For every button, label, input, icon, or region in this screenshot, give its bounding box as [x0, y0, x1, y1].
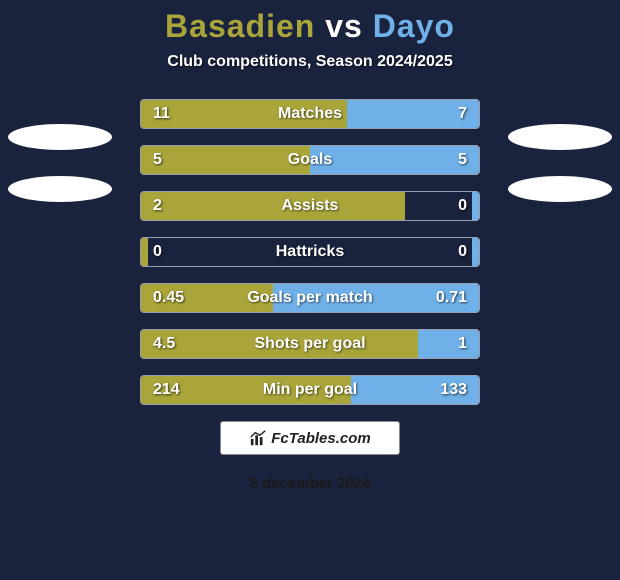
footer-date: 5 december 2024	[0, 475, 620, 492]
stat-value-right: 0	[458, 238, 467, 266]
stat-value-left: 2	[153, 192, 162, 220]
stat-value-right: 5	[458, 146, 467, 174]
stat-value-left: 5	[153, 146, 162, 174]
bar-left	[141, 192, 405, 220]
bar-left	[141, 238, 148, 266]
player-badge-right	[508, 124, 612, 150]
player-badge-right	[508, 176, 612, 202]
stat-row: 0.450.71Goals per match	[140, 283, 480, 313]
player-badge-left	[8, 176, 112, 202]
bar-right	[418, 330, 479, 358]
bar-right	[310, 146, 479, 174]
comparison-infographic: Basadien vs Dayo Club competitions, Seas…	[0, 0, 620, 580]
stat-row: 214133Min per goal	[140, 375, 480, 405]
stat-value-right: 0.71	[436, 284, 467, 312]
player1-name: Basadien	[165, 8, 315, 44]
bar-right	[472, 238, 479, 266]
stat-value-right: 1	[458, 330, 467, 358]
stat-rows: 117Matches55Goals20Assists00Hattricks0.4…	[140, 99, 480, 405]
stat-label: Hattricks	[141, 238, 479, 266]
page-title: Basadien vs Dayo	[0, 8, 620, 45]
stat-row: 117Matches	[140, 99, 480, 129]
stat-row: 4.51Shots per goal	[140, 329, 480, 359]
player-badge-left	[8, 124, 112, 150]
stat-row: 55Goals	[140, 145, 480, 175]
stat-value-left: 214	[153, 376, 180, 404]
stat-row: 20Assists	[140, 191, 480, 221]
stat-value-right: 7	[458, 100, 467, 128]
subtitle: Club competitions, Season 2024/2025	[0, 53, 620, 71]
stat-value-left: 0	[153, 238, 162, 266]
stat-value-right: 133	[440, 376, 467, 404]
stat-value-left: 4.5	[153, 330, 175, 358]
stat-value-left: 0.45	[153, 284, 184, 312]
stat-value-left: 11	[153, 100, 170, 128]
stat-value-right: 0	[458, 192, 467, 220]
bar-right	[472, 192, 479, 220]
brand-text: FcTables.com	[271, 430, 370, 447]
bar-left	[141, 146, 310, 174]
bar-left	[141, 100, 347, 128]
vs-label: vs	[325, 8, 363, 44]
player2-name: Dayo	[373, 8, 455, 44]
chart-icon	[249, 429, 267, 447]
stat-row: 0 0Hattricks	[140, 237, 480, 267]
bar-left	[141, 330, 418, 358]
brand-box: FcTables.com	[220, 421, 400, 455]
